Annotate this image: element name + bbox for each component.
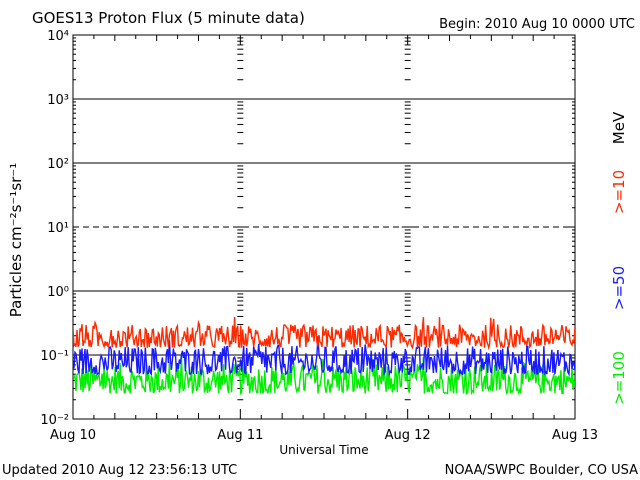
y-tick-label: 10⁰ [47,285,69,300]
y-tick-label: 10² [47,157,69,172]
updated-text: Updated 2010 Aug 12 23:56:13 UTC [2,463,237,478]
chart-title: GOES13 Proton Flux (5 minute data) [32,9,305,27]
series-line [73,316,575,351]
legend-entry: >=100 [610,351,628,405]
x-tick-label: Aug 11 [217,428,263,443]
legend-entry: >=10 [610,170,628,214]
y-tick-label: 10⁻¹ [40,349,69,364]
x-tick-label: Aug 13 [552,428,598,443]
source-text: NOAA/SWPC Boulder, CO USA [445,463,638,478]
y-axis-label: Particles cm⁻²s⁻¹sr⁻¹ [7,163,25,317]
legend-entry: >=50 [610,266,628,310]
x-tick-label: Aug 10 [50,428,96,443]
begin-time: Begin: 2010 Aug 10 0000 UTC [439,17,635,32]
plot-area: 10⁻² 10⁻¹ 10⁰ 10¹ 10² 10³ 10⁴ Aug 10 Aug 11 Aug 1… [40,29,598,443]
x-tick-label: Aug 12 [385,428,431,443]
y-tick-label: 10¹ [47,221,69,236]
y-tick-label: 10³ [47,93,69,108]
x-axis-label: Universal Time [279,443,368,457]
legend: MeV >=10 >=50 >=100 [610,111,628,405]
y-tick-label: 10⁴ [47,29,69,44]
series-line [73,336,575,377]
legend-entry: MeV [610,111,628,144]
y-tick-label: 10⁻² [40,413,69,428]
